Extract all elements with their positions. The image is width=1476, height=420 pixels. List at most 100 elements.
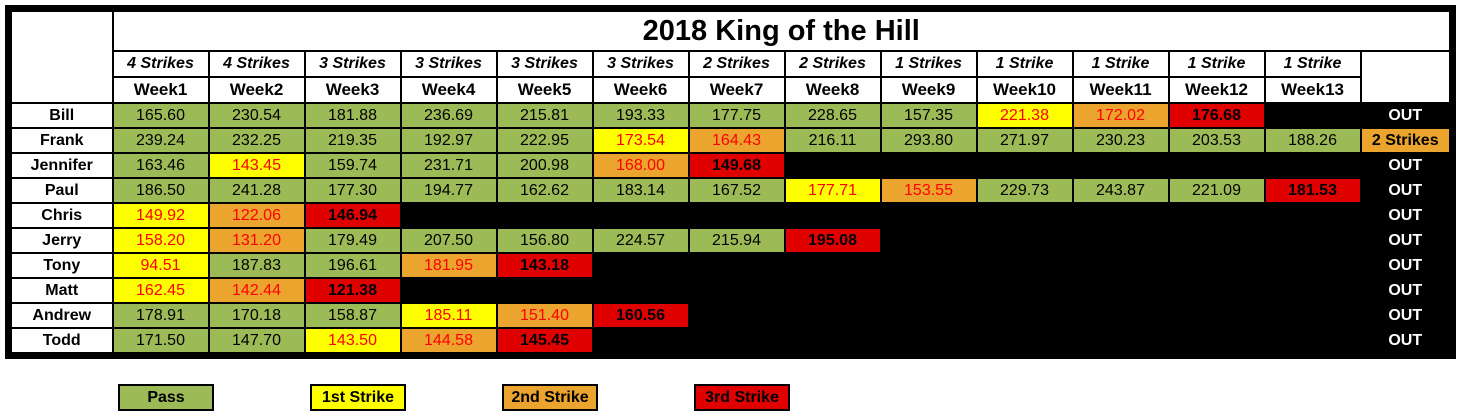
score-cell: 231.71 <box>399 152 498 179</box>
score-cell: 203.53 <box>1167 127 1266 154</box>
strikes-header-cell: 1 Strikes <box>879 50 978 78</box>
eliminated-cell <box>1263 302 1362 329</box>
status-cell: 2 Strikes <box>1359 127 1454 154</box>
score-cell: 171.50 <box>111 327 210 357</box>
player-row: Paul 186.50 241.28 177.30 194.77 162.62 183.14… <box>7 177 1454 204</box>
status-cell: OUT <box>1359 227 1454 254</box>
status-cell: OUT <box>1359 302 1454 329</box>
eliminated-cell <box>1263 227 1362 254</box>
score-cell: 185.11 <box>399 302 498 329</box>
score-cell: 181.53 <box>1263 177 1362 204</box>
strikes-header-cell: 1 Strike <box>975 50 1074 78</box>
eliminated-cell <box>399 202 498 229</box>
eliminated-cell <box>879 327 978 357</box>
score-cell: 143.45 <box>207 152 306 179</box>
eliminated-cell <box>1167 227 1266 254</box>
player-name-cell: Bill <box>7 102 114 129</box>
player-name-cell: Chris <box>7 202 114 229</box>
status-cell: OUT <box>1359 177 1454 204</box>
eliminated-cell <box>591 252 690 279</box>
eliminated-cell <box>975 277 1074 304</box>
score-cell: 243.87 <box>1071 177 1170 204</box>
eliminated-cell <box>1071 277 1170 304</box>
eliminated-cell <box>879 252 978 279</box>
week-header-cell: Week9 <box>879 76 978 104</box>
eliminated-cell <box>495 277 594 304</box>
player-row: Frank 239.24 232.25 219.35 192.97 222.95 173.5… <box>7 127 1454 154</box>
player-row: Andrew 178.91 170.18 158.87 185.11 151.40 160.… <box>7 302 1454 329</box>
score-cell: 215.94 <box>687 227 786 254</box>
strikes-header-cell: 3 Strikes <box>399 50 498 78</box>
score-cell: 158.87 <box>303 302 402 329</box>
eliminated-cell <box>975 327 1074 357</box>
score-cell: 219.35 <box>303 127 402 154</box>
score-cell: 146.94 <box>303 202 402 229</box>
eliminated-cell <box>1167 327 1266 357</box>
player-row: Chris 149.92 122.06 146.94 OUT <box>7 202 1454 229</box>
strikes-header-cell: 1 Strike <box>1071 50 1170 78</box>
week-header-cell: Week11 <box>1071 76 1170 104</box>
player-name-cell: Matt <box>7 277 114 304</box>
eliminated-cell <box>1071 202 1170 229</box>
score-cell: 144.58 <box>399 327 498 357</box>
score-cell: 156.80 <box>495 227 594 254</box>
eliminated-cell <box>591 202 690 229</box>
score-cell: 229.73 <box>975 177 1074 204</box>
score-cell: 293.80 <box>879 127 978 154</box>
status-header-cell <box>1359 50 1454 104</box>
eliminated-cell <box>783 152 882 179</box>
player-row: Todd 171.50 147.70 143.50 144.58 145.45 OUT <box>7 327 1454 357</box>
eliminated-cell <box>1263 202 1362 229</box>
player-row: Jennifer 163.46 143.45 159.74 231.71 200.98 16… <box>7 152 1454 179</box>
week-header-cell: Week8 <box>783 76 882 104</box>
score-cell: 147.70 <box>207 327 306 357</box>
corner-cell <box>7 7 114 104</box>
eliminated-cell <box>687 277 786 304</box>
score-cell: 162.62 <box>495 177 594 204</box>
status-cell: OUT <box>1359 152 1454 179</box>
score-cell: 181.88 <box>303 102 402 129</box>
score-cell: 172.02 <box>1071 102 1170 129</box>
strikes-header-cell: 4 Strikes <box>207 50 306 78</box>
score-cell: 162.45 <box>111 277 210 304</box>
page-title: 2018 King of the Hill <box>111 7 1454 52</box>
score-cell: 121.38 <box>303 277 402 304</box>
player-name-cell: Tony <box>7 252 114 279</box>
score-cell: 186.50 <box>111 177 210 204</box>
standings-table: 2018 King of the Hill 4 Strikes 4 Strikes 3… <box>5 5 1456 359</box>
score-cell: 177.75 <box>687 102 786 129</box>
player-name-cell: Frank <box>7 127 114 154</box>
score-cell: 122.06 <box>207 202 306 229</box>
eliminated-cell <box>1167 277 1266 304</box>
strikes-header-cell: 3 Strikes <box>495 50 594 78</box>
score-cell: 183.14 <box>591 177 690 204</box>
score-cell: 164.43 <box>687 127 786 154</box>
score-cell: 221.09 <box>1167 177 1266 204</box>
eliminated-cell <box>783 302 882 329</box>
score-cell: 131.20 <box>207 227 306 254</box>
eliminated-cell <box>1167 302 1266 329</box>
week-header-cell: Week4 <box>399 76 498 104</box>
eliminated-cell <box>687 202 786 229</box>
player-row: Jerry 158.20 131.20 179.49 207.50 156.80 224.5… <box>7 227 1454 254</box>
score-cell: 167.52 <box>687 177 786 204</box>
eliminated-cell <box>783 327 882 357</box>
eliminated-cell <box>879 227 978 254</box>
eliminated-cell <box>399 277 498 304</box>
strikes-header-cell: 2 Strikes <box>783 50 882 78</box>
score-cell: 176.68 <box>1167 102 1266 129</box>
score-cell: 207.50 <box>399 227 498 254</box>
week-header-cell: Week1 <box>111 76 210 104</box>
legend-item-pass: Pass <box>118 384 214 411</box>
player-name-cell: Todd <box>7 327 114 357</box>
score-cell: 157.35 <box>879 102 978 129</box>
eliminated-cell <box>1263 277 1362 304</box>
strikes-header-cell: 3 Strikes <box>591 50 690 78</box>
eliminated-cell <box>1263 152 1362 179</box>
score-cell: 158.20 <box>111 227 210 254</box>
score-cell: 196.61 <box>303 252 402 279</box>
score-cell: 271.97 <box>975 127 1074 154</box>
player-row: Bill 165.60 230.54 181.88 236.69 215.81 193.33… <box>7 102 1454 129</box>
score-cell: 179.49 <box>303 227 402 254</box>
eliminated-cell <box>1071 152 1170 179</box>
